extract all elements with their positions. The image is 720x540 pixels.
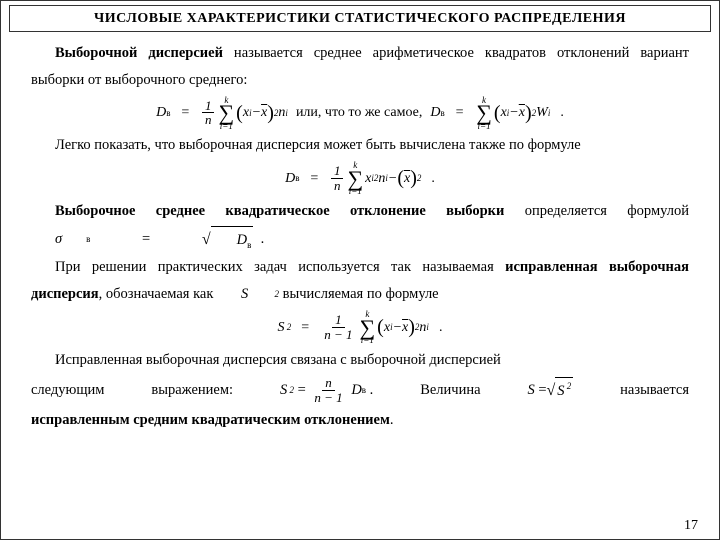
symbol-s-squared: S 2 (217, 281, 279, 308)
paragraph-4: При решении практических задач используе… (31, 254, 689, 308)
formula-variance-computational: Dв= 1n k∑i=1 xi2ni − (x)2. (31, 161, 689, 196)
para2-text: Легко показать, что выборочная дисперсия… (55, 137, 581, 153)
formula-s: S =√S 2 (527, 376, 573, 406)
formula-3-expr: S 2= 1n − 1 k∑i=1 (xi − x)2ni. (278, 310, 443, 345)
para4-pre: При решении практических задач используе… (55, 259, 505, 275)
term-corrected-std: исправленным средним квадратическим откл… (31, 412, 390, 428)
formula-corrected-variance: S 2= 1n − 1 k∑i=1 (xi − x)2ni. (31, 310, 689, 345)
content-area: Выборочной дисперсией называется среднее… (1, 32, 719, 442)
term-std-deviation: Выборочное среднее квадратическое отклон… (55, 203, 504, 219)
page-number: 17 (684, 518, 698, 534)
page-title: ЧИСЛОВЫЕ ХАРАКТЕРИСТИКИ СТАТИСТИЧЕСКОГО … (94, 11, 626, 26)
formula-1-conjunction: или, что то же самое, (296, 100, 422, 126)
para5-b: следующим (31, 377, 104, 404)
para5-c: выражением: (151, 377, 233, 404)
formula-variance-definition: Dв= 1n k∑i=1 (xi − x)2ni или, что то же … (31, 96, 689, 131)
title-bar: ЧИСЛОВЫЕ ХАРАКТЕРИСТИКИ СТАТИСТИЧЕСКОГО … (9, 5, 711, 32)
paragraph-1: Выборочной дисперсией называется среднее… (31, 40, 689, 94)
para5-e: называется (620, 377, 689, 404)
para5-a: Исправленная выборочная дисперсия связан… (55, 352, 501, 368)
formula-relation: S 2 = nn − 1 Dв . (280, 376, 373, 404)
term-sample-variance: Выборочной дисперсией (55, 45, 223, 61)
paragraph-5a: Исправленная выборочная дисперсия связан… (31, 347, 689, 374)
para4-end: вычисляемая по формуле (283, 286, 439, 302)
paragraph-2: Легко показать, что выборочная дисперсия… (31, 132, 689, 159)
para3-rest1: определяется формулой (504, 203, 689, 219)
paragraph-6: исправленным средним квадратическим откл… (31, 407, 689, 434)
para4-mid: , обозначаемая как (99, 286, 217, 302)
paragraph-5b-row: следующим выражением: S 2 = nn − 1 Dв . … (31, 376, 689, 406)
formula-1-left: Dв= 1n k∑i=1 (xi − x)2ni (156, 96, 288, 131)
formula-sigma: σв = √Dв (31, 225, 253, 255)
document-page: ЧИСЛОВЫЕ ХАРАКТЕРИСТИКИ СТАТИСТИЧЕСКОГО … (0, 0, 720, 540)
paragraph-3: Выборочное среднее квадратическое отклон… (31, 198, 689, 254)
formula-2-expr: Dв= 1n k∑i=1 xi2ni − (x)2. (285, 161, 435, 196)
formula-1-right: Dв= k∑i=1 (xi − x)2Wi. (430, 96, 563, 131)
para5-d: Величина (420, 377, 480, 404)
